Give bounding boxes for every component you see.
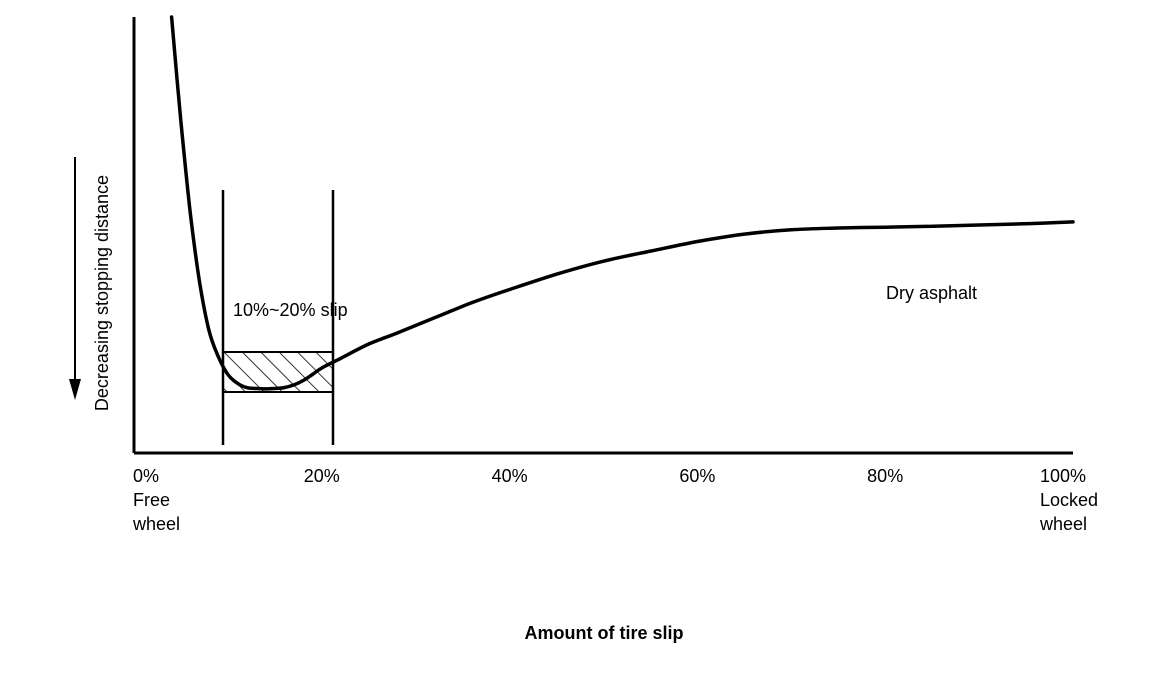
x-tick-labels: 0% Free wheel 20% 40% 60% 80% 100% Locked wheel bbox=[132, 466, 1098, 534]
down-arrow-icon bbox=[69, 379, 81, 400]
x-tick-label: 40% bbox=[492, 466, 528, 486]
x-tick-sublabel: wheel bbox=[132, 514, 180, 534]
x-tick-sublabel: wheel bbox=[1039, 514, 1087, 534]
x-tick-label: 20% bbox=[304, 466, 340, 486]
y-axis-title: Decreasing stopping distance bbox=[92, 175, 112, 411]
x-tick-sublabel: Free bbox=[133, 490, 170, 510]
slip-band-label: 10%~20% slip bbox=[233, 300, 348, 320]
x-tick-label: 80% bbox=[867, 466, 903, 486]
series-label-dry-asphalt: Dry asphalt bbox=[886, 283, 977, 303]
x-axis-title: Amount of tire slip bbox=[525, 623, 684, 643]
x-tick-label: 60% bbox=[679, 466, 715, 486]
x-tick-label: 100% bbox=[1040, 466, 1086, 486]
x-tick-sublabel: Locked bbox=[1040, 490, 1098, 510]
plot-area: 0% Free wheel 20% 40% 60% 80% 100% Locked wheel 1… bbox=[132, 15, 1098, 534]
x-tick-label: 0% bbox=[133, 466, 159, 486]
series-line-dry-asphalt bbox=[169, 15, 1075, 391]
y-axis-title-group: Decreasing stopping distance bbox=[69, 157, 112, 411]
